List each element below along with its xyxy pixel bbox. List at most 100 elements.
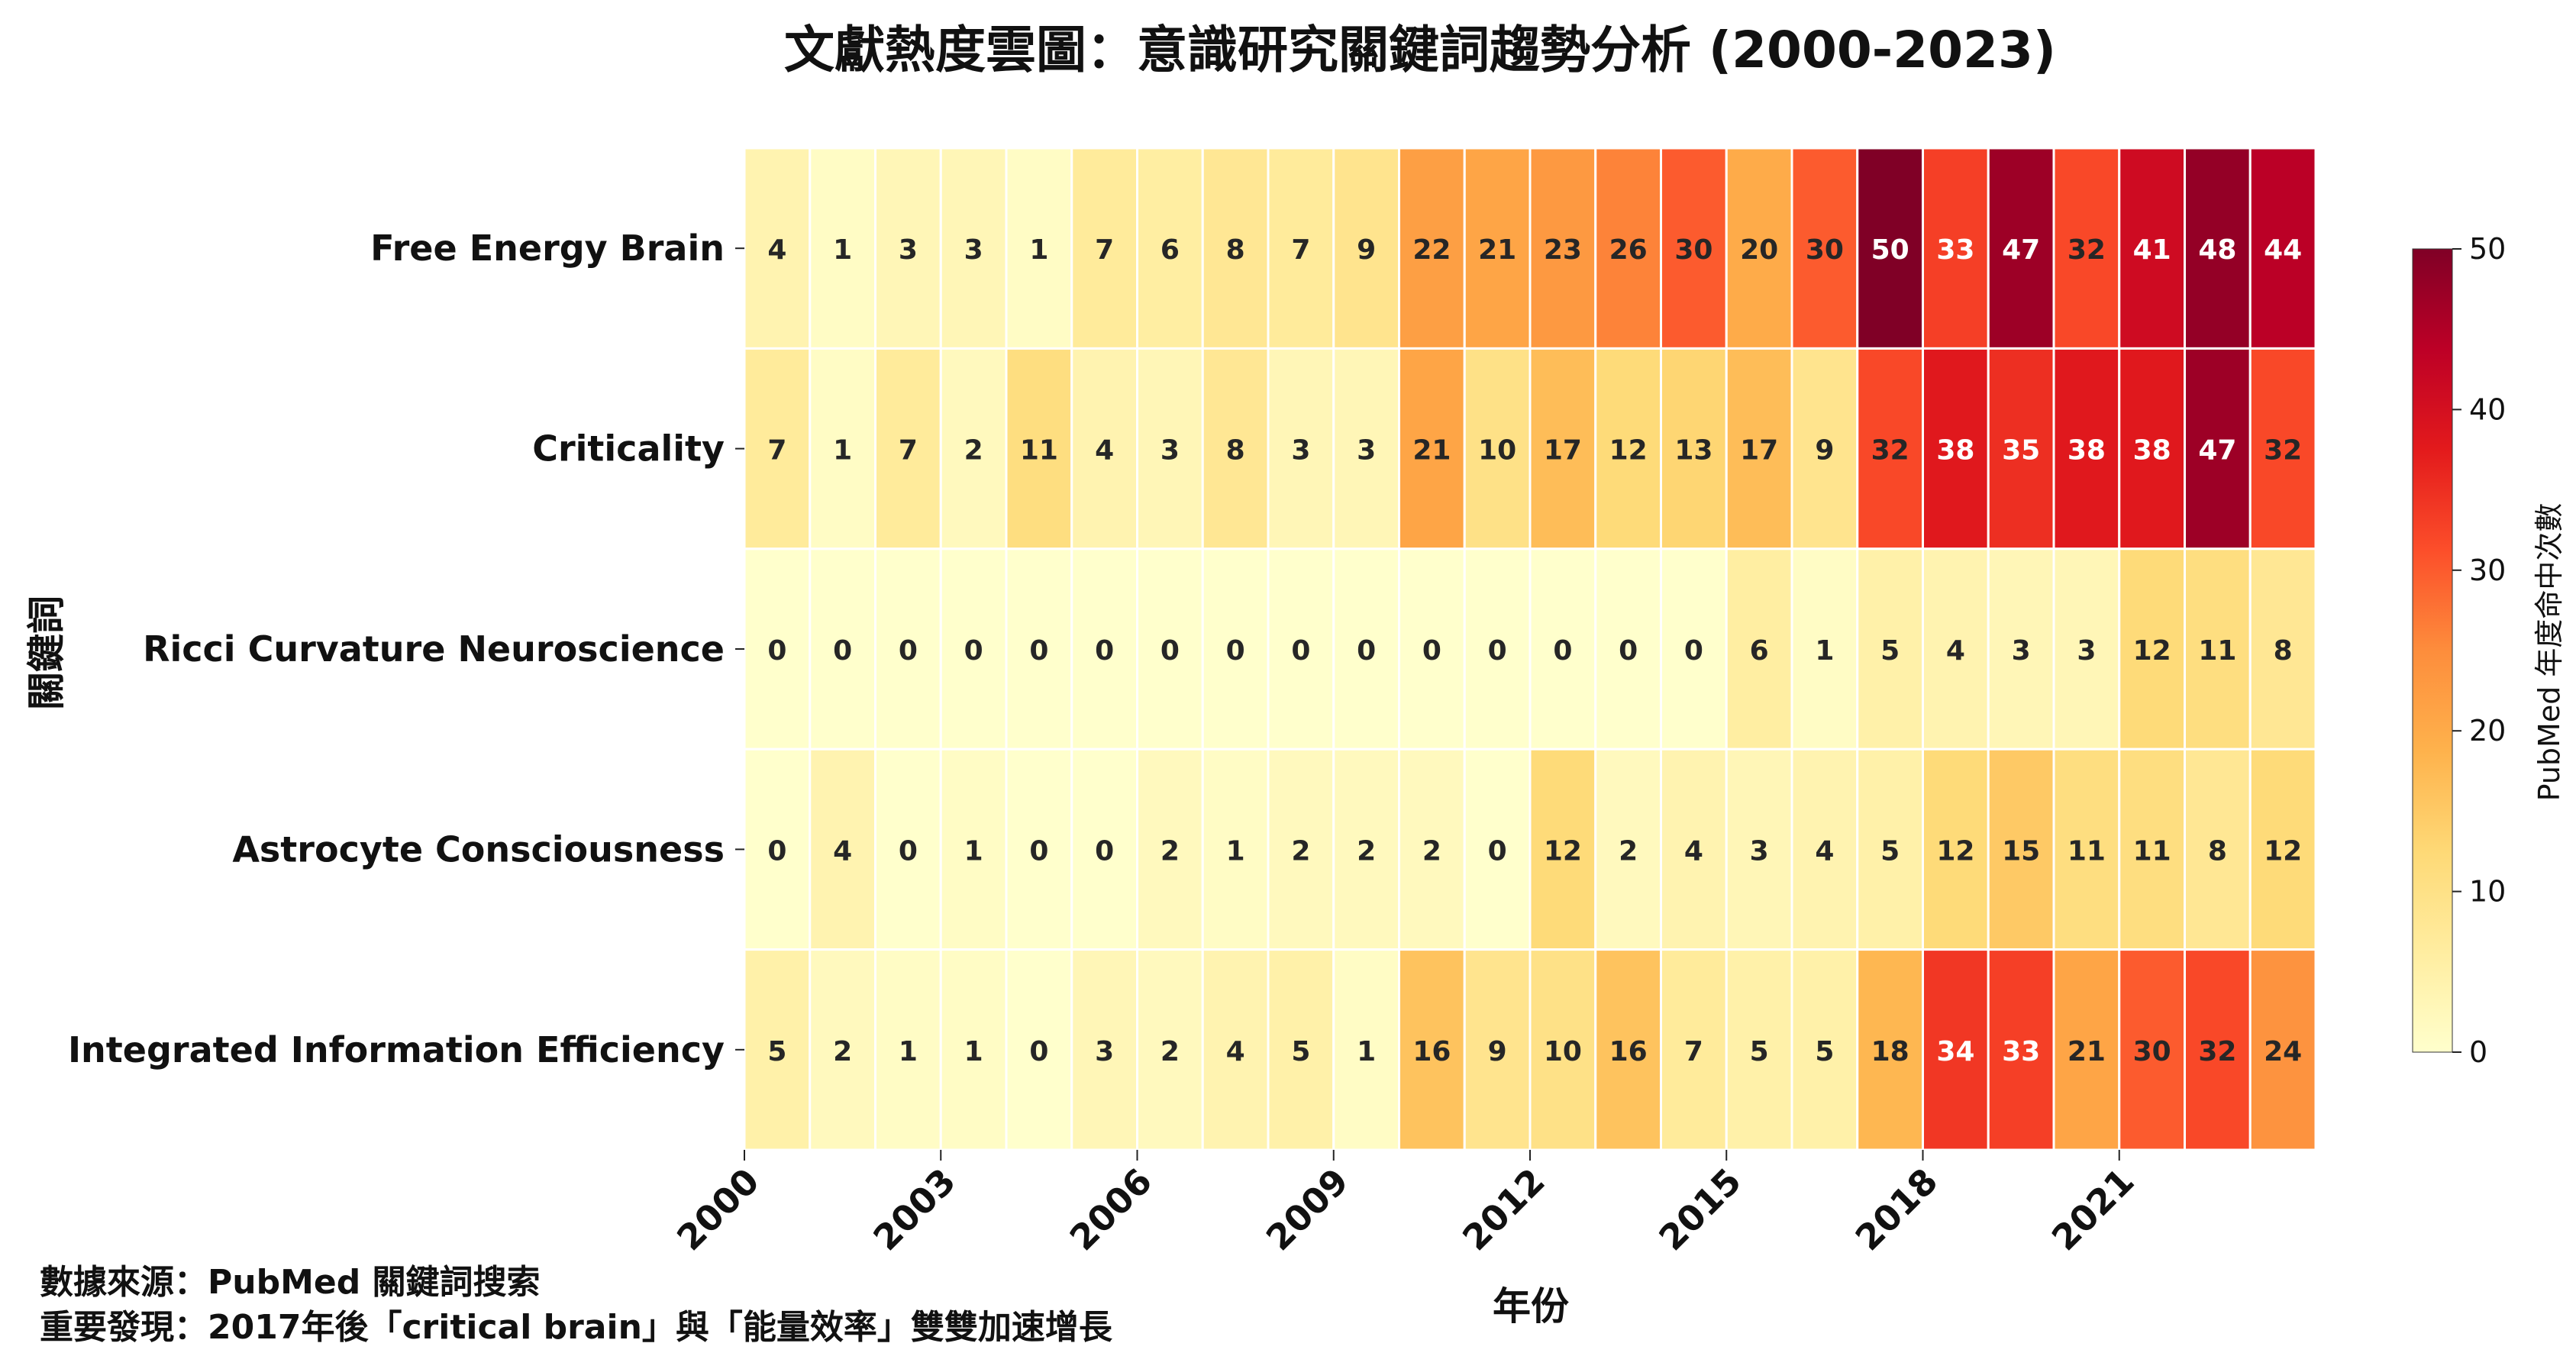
heatmap-cell	[1201, 147, 1270, 350]
cell-value-label: 5	[1880, 635, 1900, 667]
cell-value-label: 16	[1609, 1036, 1648, 1067]
colorbar-label: PubMed 年度命中次數	[2532, 503, 2566, 802]
x-tick-label: 2015	[1651, 1161, 1749, 1259]
y-tick-label: Criticality	[532, 428, 725, 470]
heatmap-cell	[1528, 948, 1597, 1151]
cell-value-label: 1	[964, 1036, 983, 1067]
y-tick-label: Ricci Curvature Neuroscience	[143, 628, 725, 670]
cell-value-label: 12	[1936, 835, 1974, 867]
cell-value-label: 17	[1740, 435, 1778, 467]
cell-value-label: 3	[964, 234, 983, 266]
cell-value-label: 0	[767, 835, 786, 867]
cell-value-label: 21	[1412, 435, 1451, 467]
cell-value-label: 0	[1488, 635, 1507, 667]
cell-value-label: 0	[1160, 635, 1180, 667]
cell-value-label: 0	[1553, 635, 1572, 667]
cell-value-label: 34	[1936, 1036, 1974, 1067]
cell-value-label: 38	[2133, 435, 2171, 467]
cell-value-label: 2	[1291, 835, 1310, 867]
heatmap-cell	[1922, 547, 1990, 751]
heatmap-cell	[2248, 747, 2317, 951]
heatmap-cell	[2052, 347, 2121, 551]
cell-value-label: 5	[1815, 1036, 1834, 1067]
cell-value-label: 32	[2198, 1036, 2236, 1067]
heatmap-cell	[1594, 948, 1662, 1151]
cell-value-label: 12	[2264, 835, 2302, 867]
heatmap-cell	[1987, 147, 2055, 350]
heatmap-cell	[1725, 147, 1793, 350]
heatmap-cell	[2248, 147, 2317, 350]
heatmap-cell	[809, 547, 876, 751]
heatmap-cell	[1922, 347, 1990, 551]
cell-value-label: 30	[2133, 1036, 2171, 1067]
cell-value-label: 2	[1619, 835, 1638, 867]
x-tick-label: 2003	[865, 1161, 964, 1259]
heatmap-cell	[874, 347, 942, 551]
cell-value-label: 5	[1750, 1036, 1769, 1067]
heatmap-cell	[2184, 948, 2252, 1151]
cell-value-label: 2	[1357, 835, 1376, 867]
cell-value-label: 9	[1815, 435, 1834, 467]
cell-value-label: 38	[2068, 435, 2106, 467]
heatmap-cell	[939, 747, 1008, 951]
keyword-labels: Free Energy Brain Criticality Ricci Curvat…	[68, 228, 744, 1070]
cell-value-label: 0	[1619, 635, 1638, 667]
heatmap-cell	[1660, 747, 1728, 951]
cell-value-label: 48	[2198, 234, 2236, 266]
cell-value-label: 26	[1609, 234, 1648, 266]
cell-value-label: 1	[1029, 234, 1048, 266]
cell-value-label: 23	[1544, 234, 1582, 266]
cell-value-label: 1	[833, 234, 852, 266]
cell-value-label: 0	[899, 635, 918, 667]
cell-value-label: 1	[1815, 635, 1834, 667]
heatmap-cell	[1070, 747, 1138, 951]
heatmap-cell	[743, 147, 812, 350]
data-source-note: 數據來源：PubMed 關鍵詞搜索	[40, 1263, 541, 1302]
cell-value-label: 21	[2068, 1036, 2106, 1067]
colorbar-tick-label: 30	[2469, 554, 2506, 587]
heatmap-cell	[809, 747, 876, 951]
cell-value-label: 16	[1412, 1036, 1451, 1067]
heatmap-cell	[1070, 948, 1138, 1151]
cell-value-label: 3	[1357, 435, 1376, 467]
x-tick-label: 2012	[1454, 1161, 1553, 1259]
cell-value-label: 11	[2133, 835, 2171, 867]
heatmap-cell	[1267, 747, 1335, 951]
cell-value-label: 41	[2133, 234, 2171, 266]
heatmap-cell	[743, 747, 812, 951]
cell-value-label: 32	[2068, 234, 2106, 266]
cell-value-label: 5	[1880, 835, 1900, 867]
x-tick-label: 2009	[1258, 1161, 1357, 1259]
heatmap-cell	[1660, 347, 1728, 551]
x-tick-label: 2000	[669, 1161, 767, 1259]
heatmap-cell	[1201, 547, 1270, 751]
cell-value-label: 9	[1488, 1036, 1507, 1067]
cell-value-label: 0	[964, 635, 983, 667]
cell-value-label: 24	[2264, 1036, 2302, 1067]
heatmap-cell	[1987, 948, 2055, 1151]
heatmap-cell	[2184, 147, 2252, 350]
y-tick-label: Astrocyte Consciousness	[232, 828, 725, 870]
heatmap-cell	[1725, 747, 1793, 951]
x-axis-label: 年份	[1493, 1284, 1569, 1329]
cell-value-label: 7	[767, 435, 786, 467]
cell-value-label: 12	[2133, 635, 2171, 667]
cell-value-label: 33	[2002, 1036, 2040, 1067]
cell-value-label: 1	[899, 1036, 918, 1067]
heatmap-cell	[1856, 147, 1924, 350]
cell-value-label: 0	[1029, 835, 1048, 867]
cell-value-label: 4	[1946, 635, 1965, 667]
heatmap-cell	[1398, 948, 1466, 1151]
heatmap-cell	[1267, 948, 1335, 1151]
cell-value-label: 38	[1936, 435, 1974, 467]
cell-value-label: 5	[767, 1036, 786, 1067]
chart-title: 文獻熱度雲圖：意識研究關鍵詞趨勢分析 (2000-2023)	[784, 21, 2056, 79]
heatmap-cell	[1790, 747, 1859, 951]
cell-value-label: 3	[899, 234, 918, 266]
cell-value-label: 2	[964, 435, 983, 467]
heatmap-cell	[1332, 747, 1400, 951]
heatmap-cell	[1398, 747, 1466, 951]
cell-value-label: 4	[767, 234, 786, 266]
cell-value-label: 1	[833, 435, 852, 467]
y-axis-label: 關鍵詞	[24, 596, 69, 710]
